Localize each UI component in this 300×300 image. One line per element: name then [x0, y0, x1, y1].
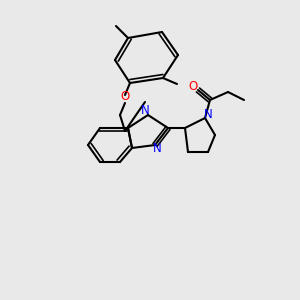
Text: O: O [188, 80, 198, 94]
Text: N: N [141, 104, 149, 118]
Text: N: N [204, 107, 212, 121]
Text: N: N [153, 142, 161, 155]
Text: O: O [120, 91, 130, 103]
